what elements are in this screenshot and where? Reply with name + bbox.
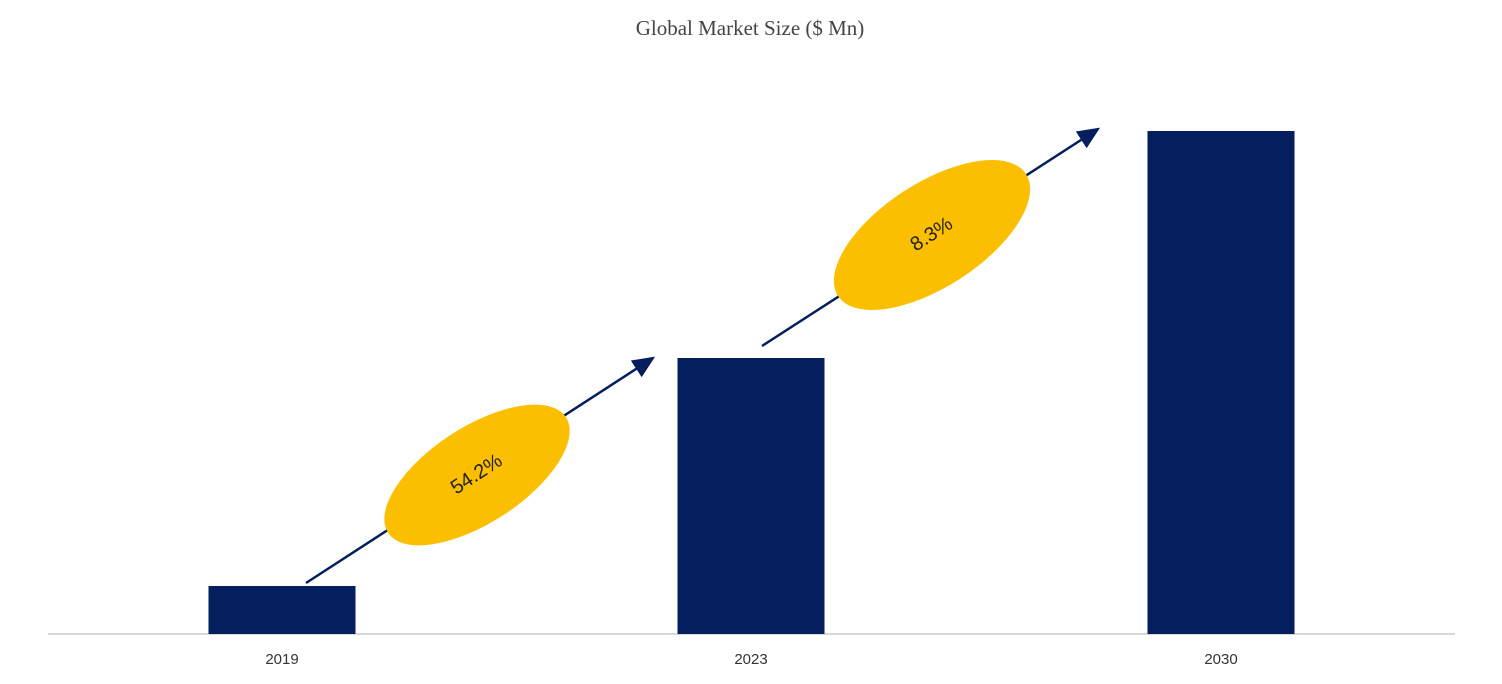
chart-title: Global Market Size ($ Mn): [636, 16, 865, 40]
bar: [208, 586, 356, 634]
growth-badge: 8.3%: [833, 160, 1031, 310]
bar: [677, 358, 825, 634]
x-tick-label: 2019: [265, 651, 298, 668]
bar: [1147, 131, 1295, 634]
x-tick-label: 2023: [734, 651, 767, 668]
x-tick-label: 2030: [1204, 651, 1237, 668]
growth-badge: 54.2%: [384, 404, 570, 546]
growth-ellipse: [833, 160, 1031, 310]
growth-ellipse: [384, 404, 570, 546]
